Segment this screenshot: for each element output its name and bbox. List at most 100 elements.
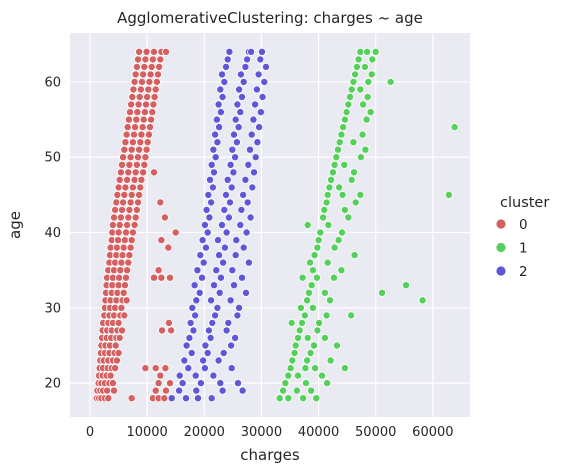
data-point	[196, 379, 205, 388]
data-point	[118, 251, 127, 260]
data-point	[192, 296, 201, 305]
data-point	[196, 251, 205, 260]
data-point	[327, 175, 336, 184]
data-point	[237, 205, 246, 214]
data-point	[132, 160, 141, 169]
data-point	[186, 318, 195, 327]
data-point	[137, 130, 146, 139]
data-point	[112, 243, 121, 252]
data-point	[139, 168, 148, 177]
data-point	[143, 93, 152, 102]
data-point	[232, 236, 241, 245]
data-point	[119, 153, 128, 162]
data-point	[211, 130, 220, 139]
data-point	[367, 70, 376, 79]
data-point	[161, 47, 170, 56]
data-point	[154, 379, 163, 388]
data-point	[116, 168, 125, 177]
data-point	[323, 190, 332, 199]
data-point	[290, 348, 299, 357]
data-point	[213, 303, 222, 312]
data-point	[141, 364, 150, 373]
data-point	[167, 326, 176, 335]
data-point	[150, 93, 159, 102]
legend-label-2: 2	[519, 264, 528, 280]
x-tick-label: 0	[86, 425, 94, 440]
data-point	[200, 364, 209, 373]
data-point	[208, 183, 217, 192]
data-point	[356, 153, 365, 162]
data-point	[324, 220, 333, 229]
data-point	[122, 273, 131, 282]
data-point	[119, 198, 128, 207]
legend-label-0: 0	[519, 217, 528, 233]
data-point	[184, 364, 193, 373]
data-point	[204, 326, 213, 335]
data-point	[363, 93, 372, 102]
data-point	[238, 386, 247, 395]
data-point	[351, 70, 360, 79]
data-point	[200, 220, 209, 229]
data-point	[175, 371, 184, 380]
data-point	[201, 341, 210, 350]
data-point	[156, 371, 165, 380]
data-point	[106, 371, 115, 380]
data-point	[149, 47, 158, 56]
data-point	[333, 145, 342, 154]
data-point	[249, 168, 258, 177]
data-point	[129, 85, 138, 94]
y-tick-label: 40	[44, 226, 61, 241]
data-point	[360, 62, 369, 71]
data-point	[114, 236, 123, 245]
data-point	[175, 386, 184, 395]
data-point	[320, 205, 329, 214]
data-point	[122, 296, 131, 305]
data-point	[219, 348, 228, 357]
data-point	[340, 364, 349, 373]
data-point	[182, 341, 191, 350]
data-point	[135, 93, 144, 102]
legend-marker-0	[495, 218, 507, 230]
data-point	[220, 243, 229, 252]
data-point	[222, 326, 231, 335]
data-point	[337, 266, 346, 275]
x-tick-label: 50000	[355, 425, 396, 440]
data-point	[167, 394, 176, 403]
data-point	[126, 153, 135, 162]
data-point	[229, 281, 238, 290]
data-point	[160, 394, 169, 403]
data-point	[231, 333, 240, 342]
data-point	[126, 108, 135, 117]
data-point	[140, 62, 149, 71]
data-point	[188, 303, 197, 312]
data-point	[231, 251, 240, 260]
data-point	[325, 296, 334, 305]
data-point	[111, 205, 120, 214]
data-point	[257, 47, 266, 56]
data-point	[335, 138, 344, 147]
data-point	[118, 326, 127, 335]
data-point	[314, 236, 323, 245]
data-point	[178, 379, 187, 388]
data-point	[292, 386, 301, 395]
data-point	[153, 70, 162, 79]
data-point	[156, 198, 165, 207]
data-point	[219, 258, 228, 267]
data-point	[128, 183, 137, 192]
data-point	[256, 55, 265, 64]
data-point	[215, 288, 224, 297]
data-point	[334, 236, 343, 245]
y-tick-label: 20	[44, 377, 61, 392]
data-point	[252, 85, 261, 94]
y-tick-label: 50	[44, 151, 61, 166]
data-point	[325, 183, 334, 192]
x-axis-label: charges	[240, 446, 300, 464]
data-point	[295, 326, 304, 335]
data-point	[320, 333, 329, 342]
data-point	[116, 213, 125, 222]
data-point	[207, 394, 216, 403]
data-point	[157, 326, 166, 335]
data-point	[123, 123, 132, 132]
data-point	[227, 364, 236, 373]
